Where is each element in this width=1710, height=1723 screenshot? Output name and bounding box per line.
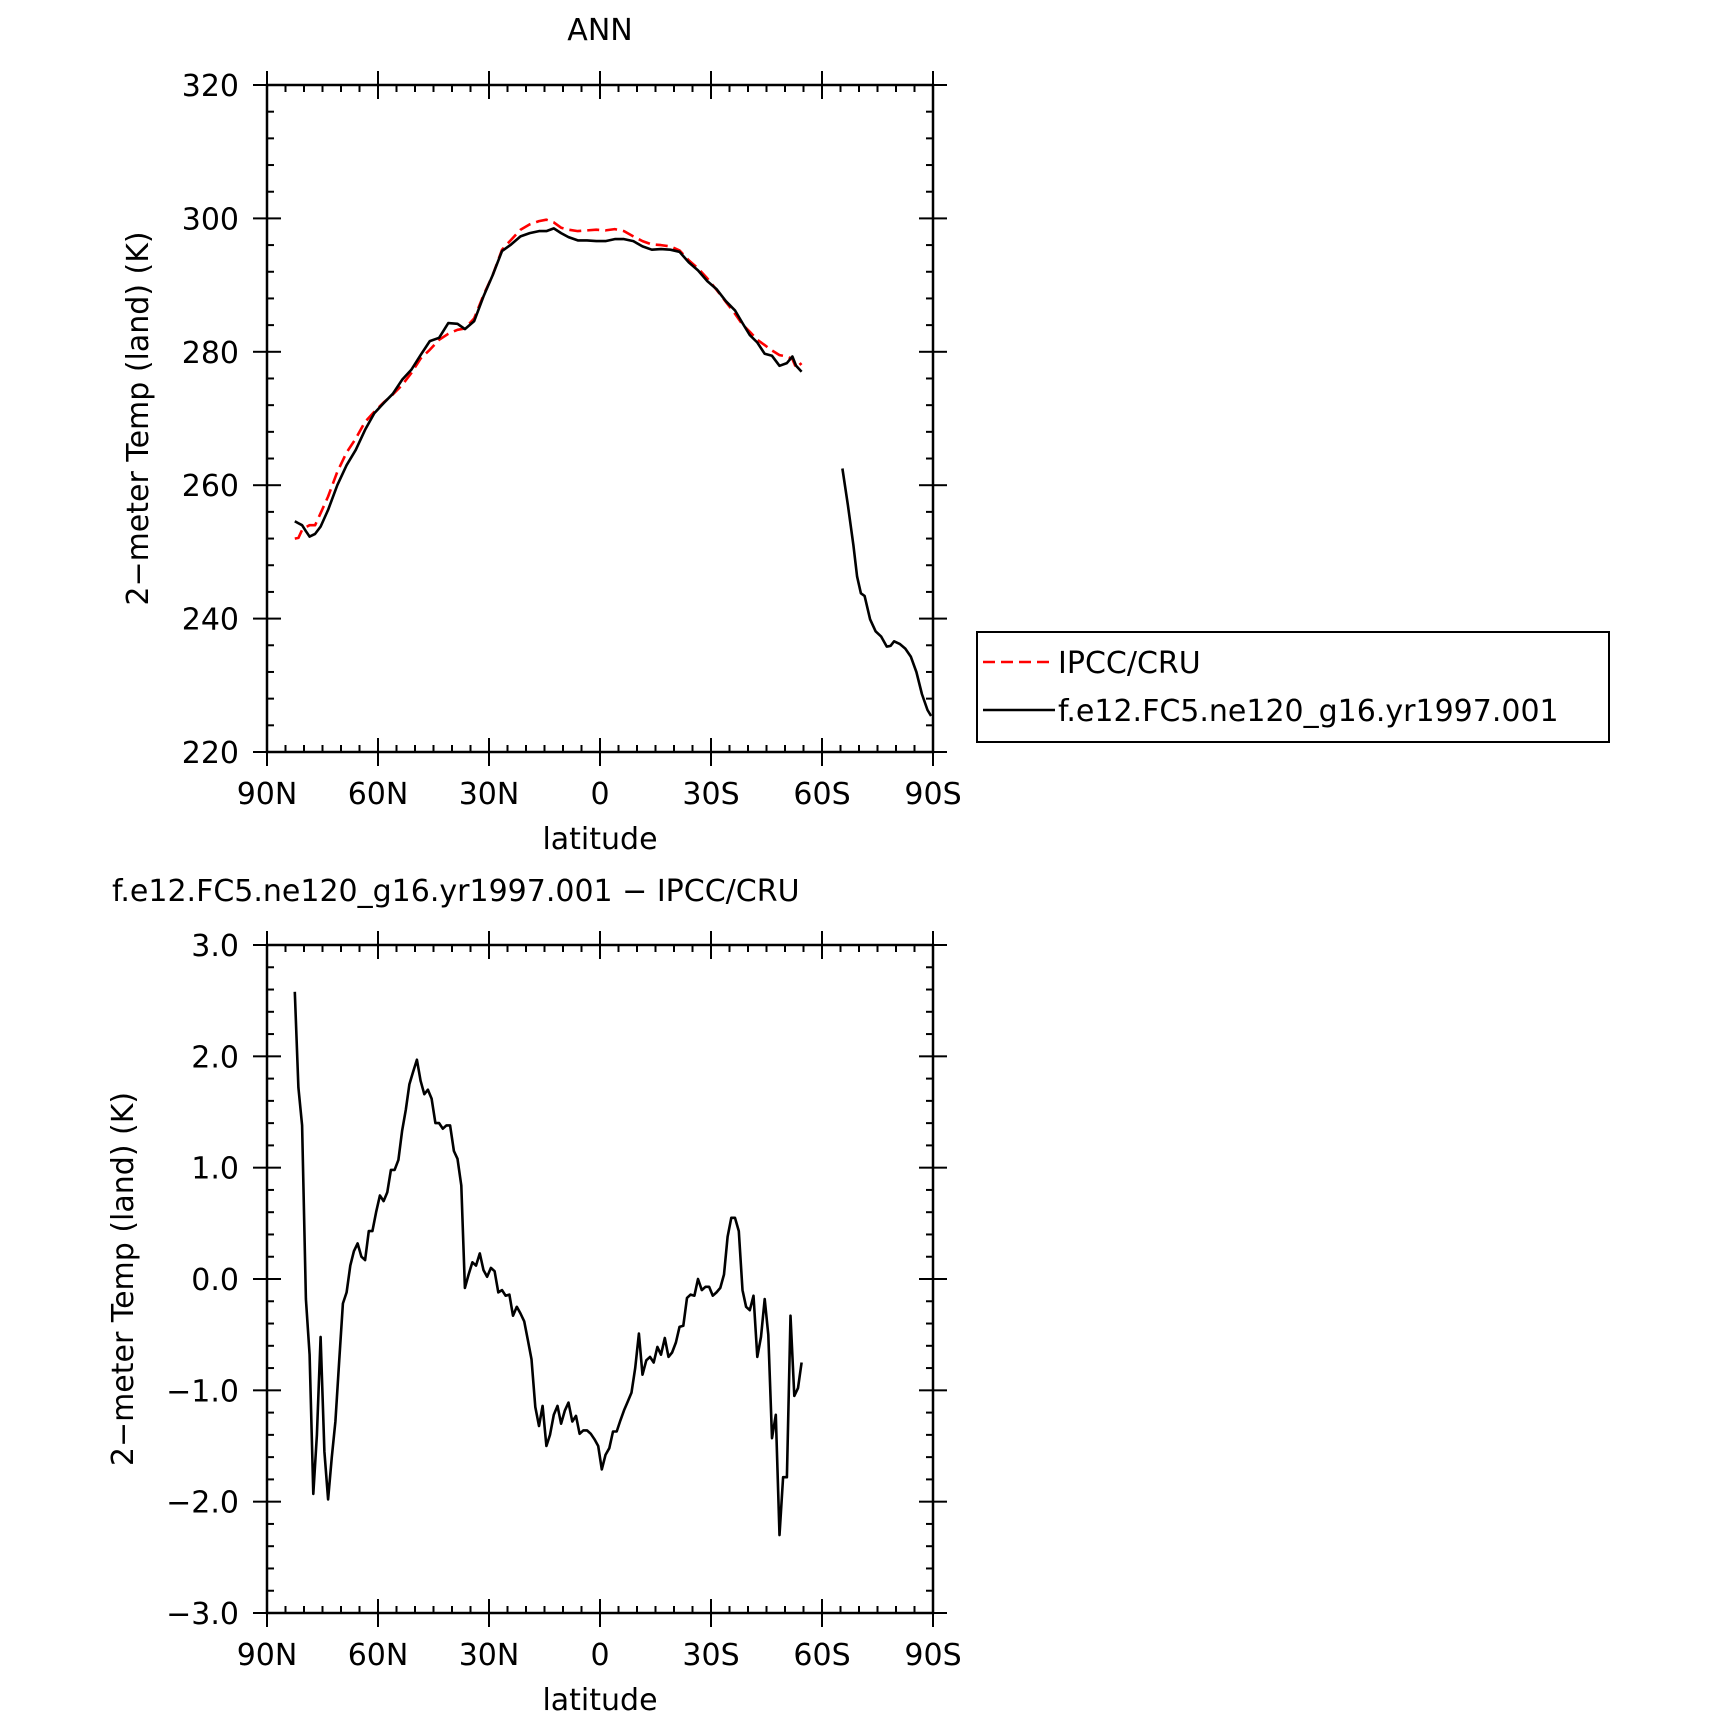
y-tick-label: 2.0 [191,1040,239,1075]
x-tick-label: 60N [348,1638,409,1673]
y-tick-label: 0.0 [191,1263,239,1298]
x-tick-label: 60N [348,777,409,812]
legend: IPCC/CRU f.e12.FC5.ne120_g16.yr1997.001 [976,631,1610,743]
y-tick-label: 3.0 [191,929,239,964]
y-tick-label: 300 [182,202,239,237]
series-line-1 [293,991,803,1537]
x-axis-label: latitude [542,822,657,857]
legend-box [976,631,1610,743]
chart-title: ANN [567,13,632,48]
y-tick-label: 240 [182,603,239,638]
x-tick-label: 30S [682,1638,739,1673]
chart-panel-2: 90N 60N 30N 0 30S 60S 90S −3.0 −2.0 −1.0 0.0 1.0 2.0… [106,874,962,1718]
x-axis-label: latitude [542,1683,657,1718]
x-tick-label: 90S [904,777,961,812]
legend-label-1: IPCC/CRU [1058,646,1201,681]
y-tick-label: 220 [182,736,239,771]
y-tick-label: 320 [182,69,239,104]
y-tick-label: 260 [182,469,239,504]
y-tick-label: −1.0 [166,1374,239,1409]
plot-frame [265,943,935,1615]
x-tick-label: 60S [793,1638,850,1673]
y-tick-label: 280 [182,336,239,371]
chart-title: f.e12.FC5.ne120_g16.yr1997.001 − IPCC/CR… [112,874,800,909]
y-tick-label: 1.0 [191,1152,239,1187]
y-axis-label: 2−meter Temp (land) (K) [121,231,156,605]
x-tick-label: 30S [682,777,739,812]
chart-panel-1: 90N 60N 30N 0 30S 60S 90S 220 240 260 280 300 320 ANN… [121,13,1610,857]
x-tick-label: 90N [237,1638,298,1673]
x-tick-label: 90N [237,777,298,812]
y-axis-label: 2−meter Temp (land) (K) [106,1092,141,1466]
y-tick-label: −3.0 [166,1597,239,1632]
x-tick-label: 0 [590,1638,609,1673]
x-tick-label: 60S [793,777,850,812]
x-tick-label: 30N [459,1638,520,1673]
x-tick-label: 90S [904,1638,961,1673]
series-line-1 [294,218,803,540]
legend-label-2: f.e12.FC5.ne120_g16.yr1997.001 [1058,694,1559,729]
series-line-2 [294,227,933,717]
y-tick-label: −2.0 [166,1486,239,1521]
x-tick-label: 0 [590,777,609,812]
x-tick-label: 30N [459,777,520,812]
